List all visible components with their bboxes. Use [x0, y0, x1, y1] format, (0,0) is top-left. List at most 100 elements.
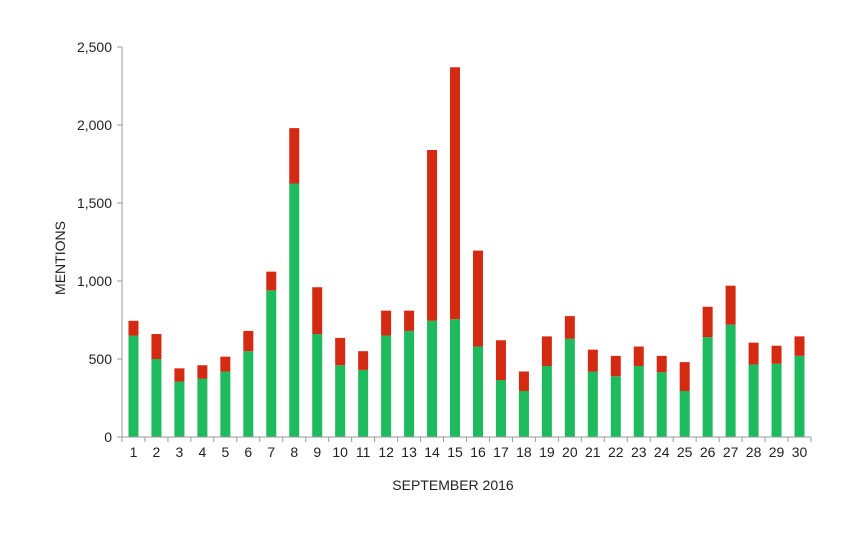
bar-segment-red-day-19	[541, 336, 552, 367]
bar-segment-red-day-27	[725, 285, 736, 325]
bar-segment-green-day-25	[679, 390, 690, 437]
y-ticks: 0 500 1,000 1,500 2,000 2,500	[77, 39, 122, 445]
x-tick-label: 12	[378, 444, 394, 460]
x-tick-label: 29	[769, 444, 785, 460]
x-tick-label: 8	[290, 444, 298, 460]
bar-segment-red-day-16	[472, 250, 483, 347]
bars-layer	[128, 67, 805, 437]
bar-segment-red-day-4	[197, 365, 208, 379]
y-tick-label: 1,500	[77, 195, 112, 211]
bar-segment-red-day-11	[358, 351, 369, 370]
bar-segment-red-day-29	[771, 345, 782, 364]
x-tick-label: 17	[493, 444, 509, 460]
y-tick-label: 2,500	[77, 39, 112, 55]
bar-segment-green-day-11	[358, 369, 369, 437]
bar-segment-green-day-9	[312, 334, 323, 437]
bar-segment-red-day-12	[381, 310, 392, 336]
bar-segment-green-day-15	[450, 319, 461, 437]
bar-segment-red-day-10	[335, 337, 346, 366]
x-tick-label: 5	[221, 444, 229, 460]
bar-segment-green-day-7	[266, 290, 277, 437]
bar-segment-green-day-27	[725, 324, 736, 437]
bar-segment-red-day-8	[289, 128, 300, 184]
bar-segment-green-day-29	[771, 363, 782, 437]
bar-segment-red-day-23	[633, 346, 644, 367]
bar-segment-green-day-17	[495, 380, 506, 437]
bar-segment-red-day-25	[679, 362, 690, 391]
bar-segment-green-day-20	[564, 338, 575, 437]
y-tick-label: 2,000	[77, 117, 112, 133]
x-tick-label: 19	[539, 444, 555, 460]
x-axis-title: SEPTEMBER 2016	[392, 477, 514, 493]
bar-segment-red-day-5	[220, 356, 231, 372]
x-tick-label: 18	[516, 444, 532, 460]
bar-segment-red-day-18	[518, 371, 529, 391]
bar-segment-green-day-28	[748, 364, 759, 437]
x-tick-label: 25	[677, 444, 693, 460]
bar-segment-green-day-12	[381, 335, 392, 437]
bar-segment-green-day-24	[656, 372, 667, 437]
x-tick-label: 10	[332, 444, 348, 460]
x-tick-label: 30	[792, 444, 808, 460]
y-tick-label: 1,000	[77, 273, 112, 289]
x-tick-label: 6	[244, 444, 252, 460]
x-tick-label: 22	[608, 444, 624, 460]
bar-segment-green-day-18	[518, 390, 529, 437]
bar-segment-green-day-10	[335, 365, 346, 437]
bar-segment-green-day-13	[404, 330, 415, 437]
bar-segment-red-day-6	[243, 330, 254, 352]
x-tick-label: 28	[746, 444, 762, 460]
bar-segment-red-day-7	[266, 271, 277, 291]
bar-segment-red-day-15	[450, 67, 461, 320]
bar-segment-red-day-13	[404, 310, 415, 331]
x-tick-label: 11	[356, 444, 371, 460]
x-tick-label: 26	[700, 444, 716, 460]
x-tick-label: 2	[153, 444, 161, 460]
bar-segment-red-day-2	[151, 334, 162, 359]
bar-segment-green-day-5	[220, 371, 231, 437]
bar-segment-green-day-19	[541, 366, 552, 437]
y-axis-title: MENTIONS	[52, 221, 68, 295]
x-tick-label: 13	[401, 444, 417, 460]
bar-segment-green-day-6	[243, 351, 254, 437]
bar-segment-green-day-2	[151, 359, 162, 437]
bar-segment-red-day-22	[610, 355, 621, 377]
x-tick-label: 4	[198, 444, 206, 460]
x-tick-label: 15	[447, 444, 463, 460]
x-tick-label: 27	[723, 444, 739, 460]
bar-segment-green-day-23	[633, 366, 644, 437]
bar-segment-red-day-24	[656, 355, 667, 373]
bar-segment-green-day-30	[794, 355, 805, 437]
bar-segment-green-day-26	[702, 337, 713, 437]
bar-segment-red-day-28	[748, 342, 759, 365]
x-tick-label: 14	[424, 444, 440, 460]
bar-segment-green-day-3	[174, 381, 185, 437]
bar-segment-green-day-8	[289, 183, 300, 437]
x-tick-label: 24	[654, 444, 670, 460]
bar-segment-red-day-17	[495, 340, 506, 381]
bar-segment-red-day-1	[128, 320, 139, 336]
bar-segment-red-day-3	[174, 368, 185, 382]
x-tick-label: 9	[313, 444, 321, 460]
y-tick-label: 0	[104, 429, 112, 445]
x-tick-label: 23	[631, 444, 647, 460]
bar-segment-green-day-14	[427, 320, 438, 437]
x-tick-label: 20	[562, 444, 578, 460]
x-tick-label: 3	[176, 444, 184, 460]
bar-segment-red-day-30	[794, 336, 805, 356]
bar-segment-green-day-21	[587, 371, 598, 437]
x-tick-label: 7	[267, 444, 275, 460]
bar-segment-red-day-26	[702, 306, 713, 338]
x-tick-label: 16	[470, 444, 486, 460]
bar-segment-green-day-22	[610, 376, 621, 437]
y-tick-label: 500	[89, 351, 113, 367]
x-tick-label: 21	[585, 444, 601, 460]
x-tick-label: 1	[130, 444, 138, 460]
bar-segment-green-day-1	[128, 335, 139, 437]
bar-segment-green-day-16	[472, 346, 483, 437]
bar-segment-red-day-21	[587, 349, 598, 372]
bar-segment-red-day-9	[312, 287, 323, 335]
bar-segment-red-day-14	[427, 149, 438, 321]
